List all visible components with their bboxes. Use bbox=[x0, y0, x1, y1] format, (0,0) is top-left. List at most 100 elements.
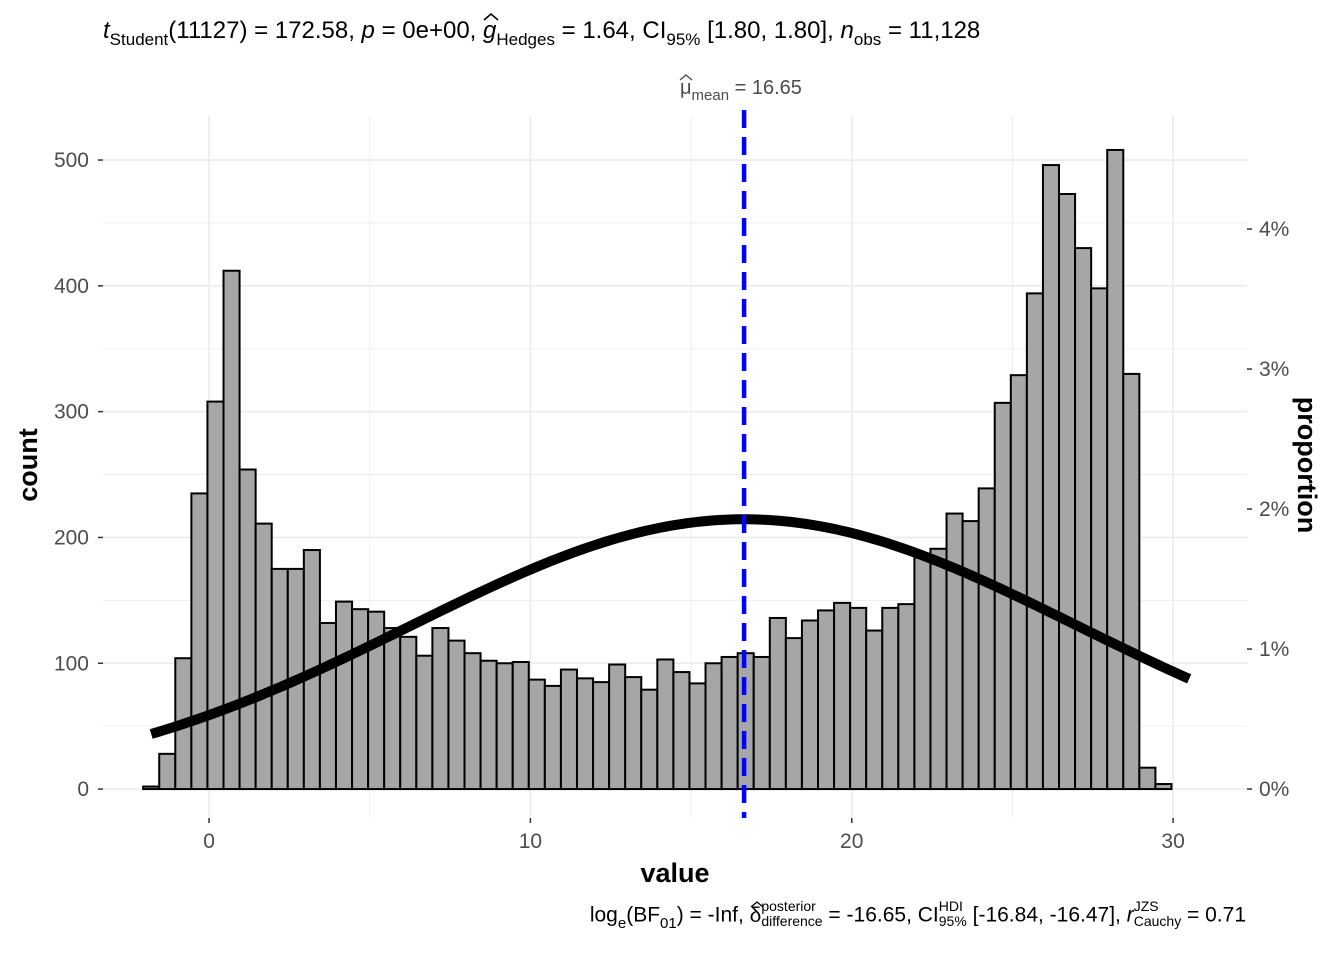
ci-scripts: HDI 95% bbox=[939, 899, 967, 929]
r-subscript: Cauchy bbox=[1133, 913, 1182, 929]
histogram-bar bbox=[720, 655, 739, 791]
histogram-bar bbox=[800, 619, 819, 791]
mu-symbol: μ bbox=[679, 74, 693, 100]
log-label: log bbox=[589, 903, 618, 927]
histogram-bar bbox=[688, 682, 707, 791]
histogram-bar bbox=[881, 606, 900, 791]
y-tick-label: 0 bbox=[77, 778, 89, 801]
delta-value: = -16.65, CI bbox=[822, 903, 939, 927]
histogram-bar bbox=[575, 677, 595, 791]
y-tick-label: 100 bbox=[54, 652, 89, 675]
histogram-bar bbox=[752, 655, 771, 791]
y2-tick-label: 4% bbox=[1259, 218, 1289, 241]
histogram-bar bbox=[961, 520, 980, 791]
y2-tick-label: 0% bbox=[1259, 778, 1289, 801]
delta-superscript: posterior bbox=[761, 898, 816, 914]
histogram-bar bbox=[415, 654, 434, 791]
y-tick-label: 500 bbox=[54, 149, 89, 172]
histogram-bar bbox=[399, 635, 418, 791]
histogram-bar bbox=[559, 668, 578, 791]
bf-subscript: 01 bbox=[660, 914, 677, 932]
histogram-bar bbox=[158, 752, 177, 791]
histogram-bar bbox=[608, 663, 627, 791]
r-value: = 0.71 bbox=[1181, 903, 1246, 927]
histogram-bar bbox=[479, 659, 498, 791]
histogram-bar bbox=[351, 608, 370, 791]
histogram-bar bbox=[334, 600, 354, 791]
x-tick-label: 30 bbox=[1161, 830, 1184, 853]
histogram-bar bbox=[849, 606, 868, 791]
histogram-bar bbox=[463, 652, 482, 791]
histogram-bar bbox=[929, 547, 948, 791]
bf-label: (BF bbox=[626, 903, 661, 927]
ci-subscript: 95% bbox=[938, 913, 967, 929]
histogram-bar bbox=[1122, 372, 1141, 791]
histogram-bar bbox=[592, 681, 611, 791]
histogram-bars bbox=[142, 148, 1173, 791]
histogram-bar bbox=[1138, 766, 1157, 791]
histogram-bar bbox=[945, 512, 964, 791]
ci-value: [1.80, 1.80], bbox=[700, 17, 841, 44]
histogram-bar bbox=[1041, 164, 1061, 791]
g-subscript: Hedges bbox=[496, 30, 555, 49]
p-symbol: p bbox=[361, 17, 375, 44]
histogram-bar bbox=[624, 676, 643, 791]
histogram-bar bbox=[318, 622, 337, 791]
histogram-bar bbox=[254, 522, 273, 791]
test-summary-subtitle: tStudent(11127) = 172.58, p = 0e+00, gHe… bbox=[103, 13, 980, 49]
delta-symbol: δ bbox=[750, 900, 764, 928]
n-subscript: obs bbox=[853, 30, 882, 49]
histogram-bar bbox=[704, 662, 723, 791]
hat-icon bbox=[483, 13, 499, 21]
bayes-caption: loge(BF01) = -Inf, δ posterior difference … bbox=[589, 899, 1246, 932]
histogram-bar bbox=[238, 468, 257, 791]
hat-icon bbox=[679, 74, 693, 81]
histogram-bar bbox=[768, 616, 787, 791]
delta-scripts: posterior difference bbox=[761, 899, 822, 929]
ci-superscript: HDI bbox=[938, 898, 963, 914]
histogram-bar bbox=[977, 487, 996, 791]
histogram-bar bbox=[495, 662, 514, 791]
histogram-bar bbox=[865, 629, 884, 791]
x-axis-label: value bbox=[640, 858, 709, 888]
normal-curve bbox=[149, 514, 1192, 739]
r-scripts: JZS Cauchy bbox=[1134, 899, 1181, 929]
histogram-bar bbox=[833, 601, 852, 791]
ci-value: [-16.84, -16.47], bbox=[966, 903, 1127, 927]
mean-label: μmean = 16.65 bbox=[679, 74, 802, 104]
histogram-bar bbox=[656, 658, 675, 791]
log-subscript: e bbox=[617, 914, 627, 932]
t-subscript: Student bbox=[109, 30, 169, 49]
histogram-bar bbox=[383, 627, 402, 791]
bf-value: ) = -Inf, bbox=[676, 903, 750, 927]
histogram-bar bbox=[640, 688, 659, 791]
ci-subscript: 95% bbox=[666, 30, 701, 49]
t-statistic: (11127) = 172.58, bbox=[168, 17, 362, 44]
histogram-bar bbox=[511, 661, 530, 791]
histogram-bar bbox=[784, 637, 803, 791]
r-superscript: JZS bbox=[1133, 898, 1159, 914]
r-symbol: r bbox=[1126, 903, 1134, 927]
histogram-bar bbox=[817, 609, 836, 791]
histogram-bar bbox=[270, 567, 289, 791]
y-tick-label: 200 bbox=[54, 526, 89, 549]
x-tick-label: 0 bbox=[203, 830, 215, 853]
n-symbol: n bbox=[840, 17, 854, 44]
histogram-bar bbox=[527, 678, 546, 791]
g-value: = 1.64, CI bbox=[554, 17, 667, 44]
histogram-bar bbox=[447, 639, 466, 791]
histogram-bar bbox=[1074, 247, 1093, 791]
histogram-bar bbox=[190, 492, 209, 791]
secondary-y-axis-label: proportion bbox=[1292, 397, 1322, 533]
histogram-bar bbox=[1106, 148, 1125, 791]
y2-tick-label: 2% bbox=[1259, 498, 1289, 521]
g-symbol: g bbox=[483, 13, 499, 45]
y-axis-label: count bbox=[13, 428, 43, 502]
histogram-bar bbox=[1058, 193, 1077, 791]
histogram-bar bbox=[142, 785, 161, 791]
histogram-bar bbox=[672, 671, 691, 791]
histogram-bar bbox=[1009, 374, 1028, 791]
normal-curve-layer bbox=[149, 514, 1192, 739]
x-tick-label: 20 bbox=[840, 830, 863, 853]
